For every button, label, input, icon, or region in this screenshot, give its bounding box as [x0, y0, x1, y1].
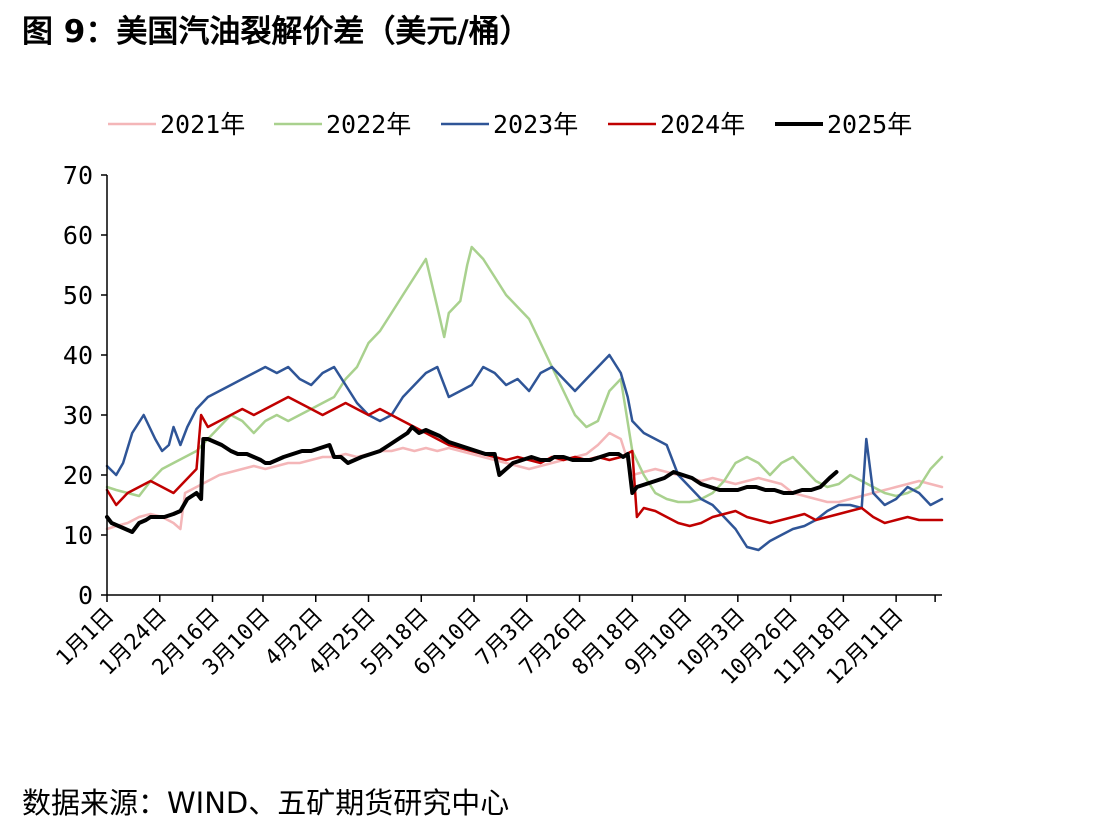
- y-tick-label: 10: [63, 521, 93, 550]
- series-line-1: [105, 431, 944, 531]
- y-tick-label: 40: [63, 341, 93, 370]
- figure-title: 图 9：美国汽油裂解价差（美元/桶）: [22, 14, 531, 50]
- legend-label: 2023年: [493, 110, 578, 139]
- y-tick-label: 70: [63, 161, 93, 190]
- y-tick-label: 60: [63, 221, 93, 250]
- series-line-2: [105, 245, 944, 504]
- legend-label: 2025年: [827, 110, 912, 139]
- y-tick-label: 50: [63, 281, 93, 310]
- series-line-3: [105, 353, 944, 552]
- series-layer: [105, 245, 944, 552]
- legend-label: 2021年: [160, 110, 245, 139]
- y-tick-label: 30: [63, 401, 93, 430]
- y-tick-label: 0: [78, 581, 93, 610]
- series-line-5: [105, 425, 839, 534]
- axes-layer: 0102030405060701月1日1月24日2月16日3月10日4月2日4月…: [52, 161, 942, 690]
- figure-source: 数据来源：WIND、五矿期货研究中心: [22, 786, 510, 820]
- legend: 2021年 2022年 2023年 2024年 2025年: [108, 110, 912, 139]
- y-tick-label: 20: [63, 461, 93, 490]
- legend-label: 2022年: [326, 110, 411, 139]
- legend-label: 2024年: [660, 110, 745, 139]
